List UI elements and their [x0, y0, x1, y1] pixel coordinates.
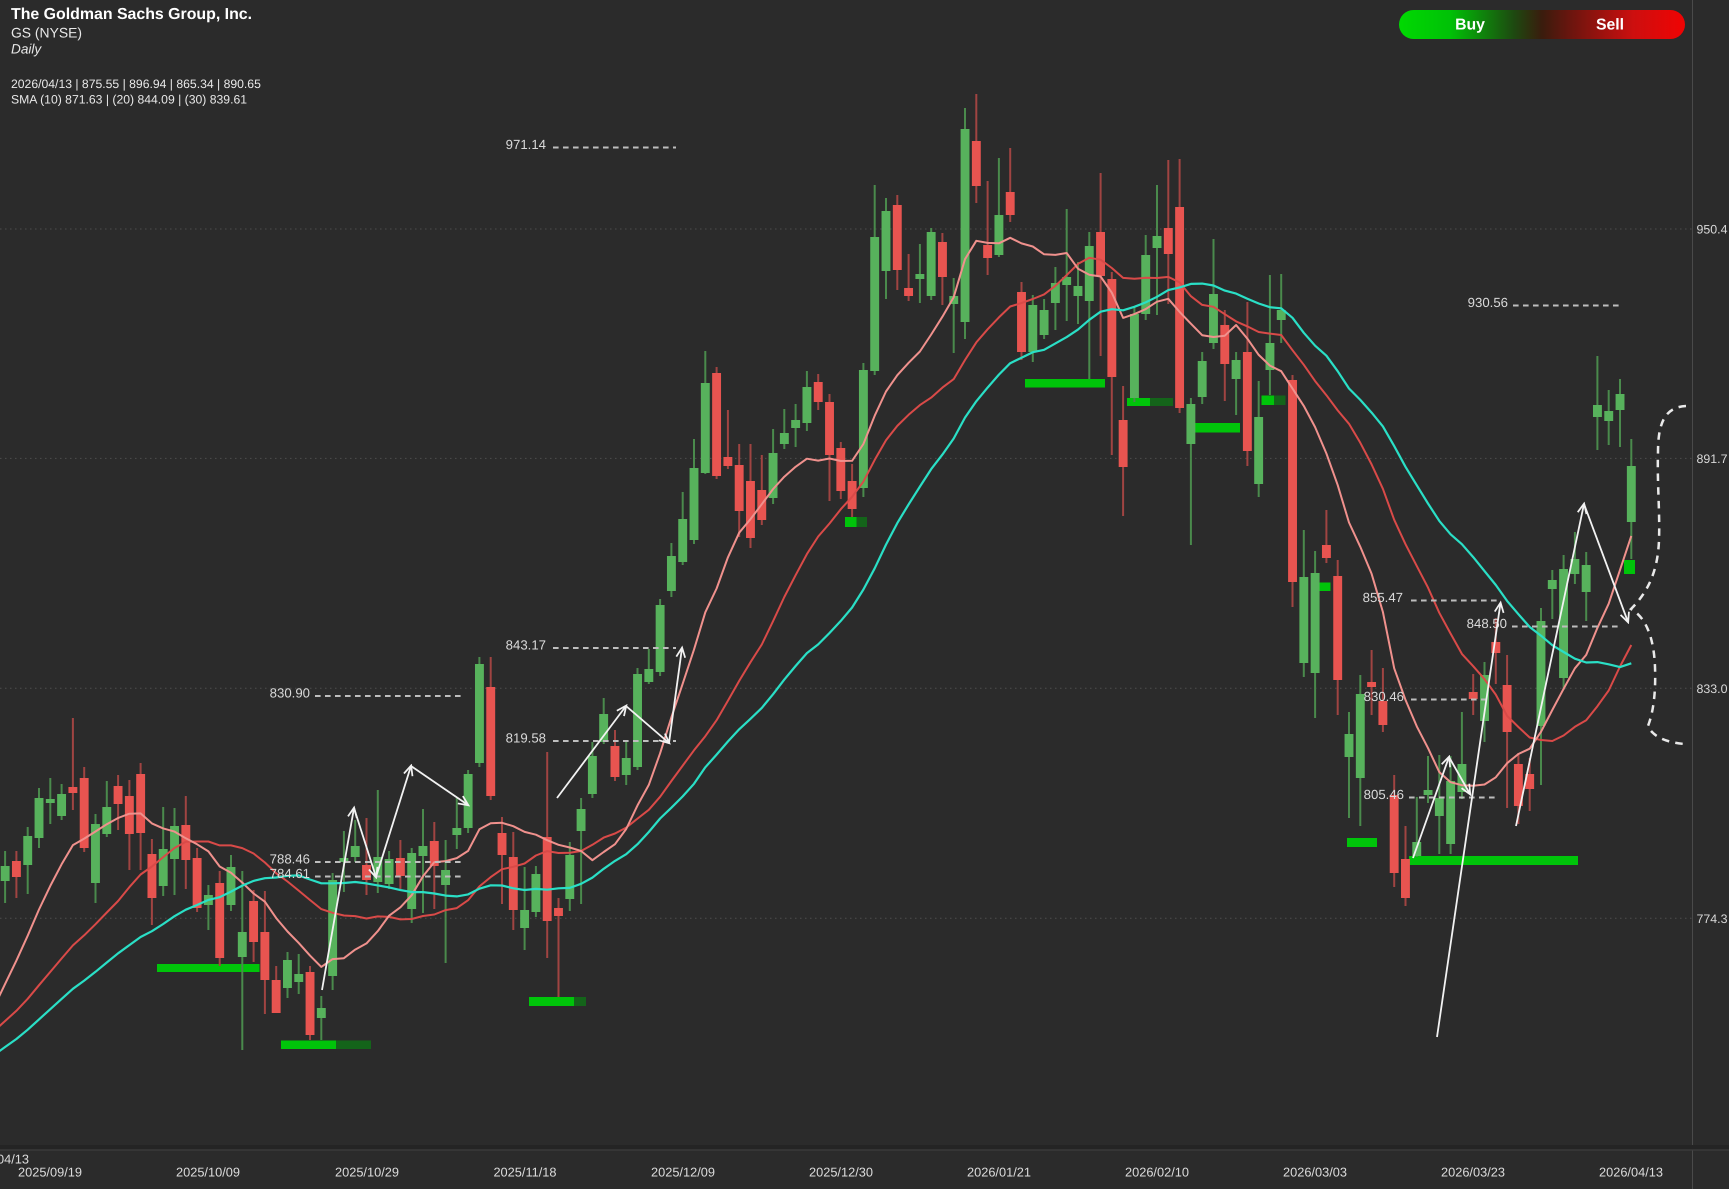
svg-text:950.4: 950.4: [1697, 223, 1728, 237]
svg-text:930.56: 930.56: [1468, 295, 1508, 310]
svg-text:843.17: 843.17: [506, 638, 546, 653]
svg-text:2026/03/23: 2026/03/23: [1441, 1165, 1505, 1180]
svg-text:2025/10/29: 2025/10/29: [335, 1165, 399, 1180]
svg-text:2026/01/21: 2026/01/21: [967, 1165, 1031, 1180]
svg-text:2026/02/10: 2026/02/10: [1125, 1165, 1189, 1180]
svg-text:971.14: 971.14: [506, 137, 546, 152]
svg-text:784.61: 784.61: [270, 866, 310, 881]
svg-text:2025/09/19: 2025/09/19: [18, 1165, 82, 1180]
svg-text:2025/10/09: 2025/10/09: [176, 1165, 240, 1180]
svg-text:2026/04/13: 2026/04/13: [1599, 1165, 1663, 1180]
svg-text:2026/03/03: 2026/03/03: [1283, 1165, 1347, 1180]
svg-text:Daily: Daily: [11, 42, 42, 57]
svg-text:The Goldman Sachs Group, Inc.: The Goldman Sachs Group, Inc.: [11, 6, 252, 23]
svg-text:855.47: 855.47: [1363, 590, 1403, 605]
svg-text:805.46: 805.46: [1364, 787, 1404, 802]
svg-text:830.46: 830.46: [1364, 689, 1404, 704]
svg-text:891.7: 891.7: [1697, 452, 1728, 466]
svg-text:830.90: 830.90: [270, 686, 310, 701]
svg-text:774.3: 774.3: [1697, 912, 1728, 926]
svg-text:2025/12/30: 2025/12/30: [809, 1165, 873, 1180]
svg-text:819.58: 819.58: [506, 731, 546, 746]
svg-text:2025/11/18: 2025/11/18: [493, 1165, 556, 1180]
svg-text:Sell: Sell: [1596, 17, 1624, 34]
svg-text:04/13: 04/13: [0, 1152, 29, 1167]
svg-text:833.0: 833.0: [1697, 682, 1728, 696]
svg-text:848.50: 848.50: [1467, 616, 1507, 631]
svg-text:GS (NYSE): GS (NYSE): [11, 25, 82, 41]
svg-text:2026/04/13 | 875.55 | 896.94 |: 2026/04/13 | 875.55 | 896.94 | 865.34 | …: [11, 77, 261, 91]
svg-text:Buy: Buy: [1455, 17, 1485, 34]
svg-text:2025/12/09: 2025/12/09: [651, 1165, 715, 1180]
svg-text:788.46: 788.46: [270, 852, 310, 867]
svg-text:SMA (10) 871.63 | (20) 844.09: SMA (10) 871.63 | (20) 844.09 | (30) 839…: [11, 93, 247, 107]
